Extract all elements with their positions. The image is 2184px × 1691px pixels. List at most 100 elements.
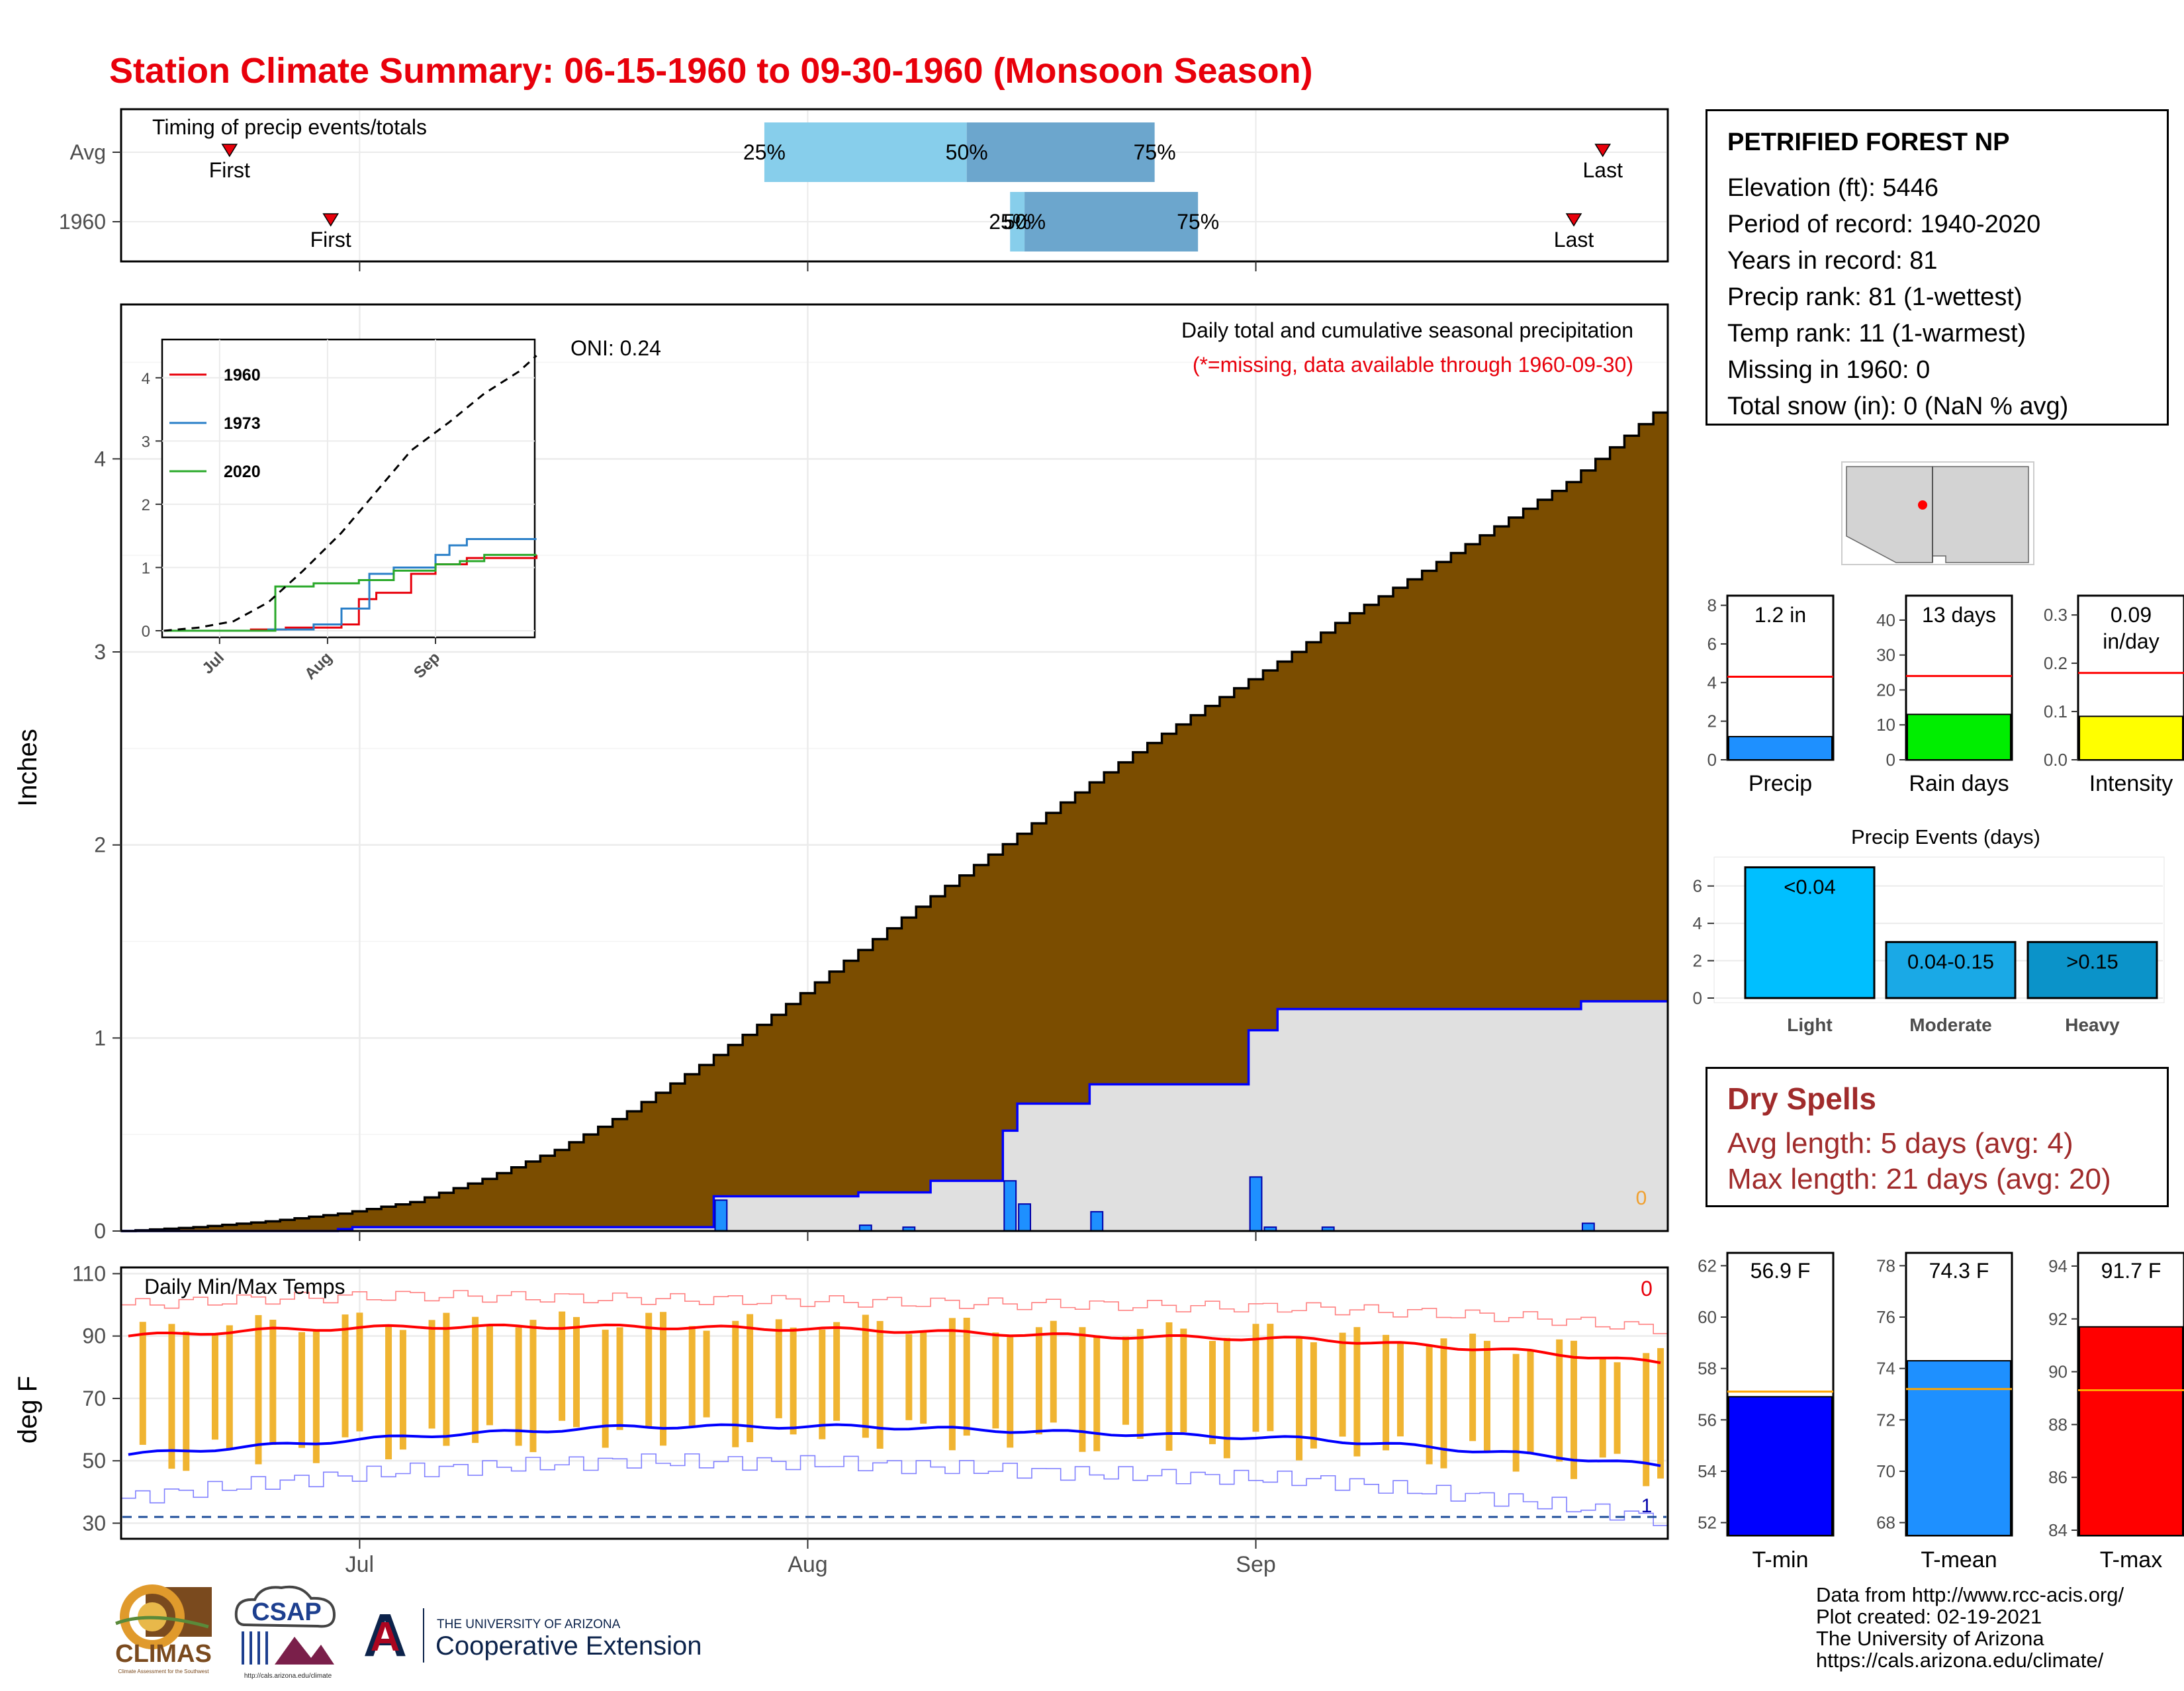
daily-temp-bar xyxy=(876,1320,884,1449)
timing-q75-label: 75% xyxy=(1177,210,1219,234)
total-value-label: 13 days xyxy=(1922,603,1996,627)
daily-precip-bar xyxy=(714,1199,728,1232)
daily-precip-bar xyxy=(1581,1222,1595,1232)
timing-last-label: Last xyxy=(1582,158,1623,182)
timing-first-marker xyxy=(221,144,238,158)
timing-q25-label: 25% xyxy=(989,210,1031,234)
daily-temp-bar xyxy=(1209,1341,1216,1445)
inset-y-tick-label: 2 xyxy=(142,496,150,514)
station-period: Period of record: 1940-2020 xyxy=(1727,210,2041,238)
precip-y-axis-label: Inches xyxy=(13,729,42,807)
events-y-tick-label: 4 xyxy=(1693,913,1702,933)
daily-temp-bar xyxy=(862,1314,869,1438)
daily-temp-bar xyxy=(428,1320,435,1429)
events-bar-label: <0.04 xyxy=(1784,875,1835,898)
daily-temp-bar xyxy=(385,1325,392,1459)
daily-temp-bar xyxy=(1512,1353,1520,1472)
daily-temp-bar xyxy=(645,1312,653,1428)
daily-temp-bar xyxy=(1527,1351,1534,1455)
daily-temp-bar xyxy=(1643,1353,1650,1486)
inset-frame xyxy=(161,338,536,639)
daily-temp-bar xyxy=(775,1319,782,1418)
total-value-label: 1.2 in xyxy=(1754,603,1806,627)
daily-temp-bar xyxy=(1223,1338,1230,1459)
daily-temp-bar xyxy=(443,1312,450,1446)
temp-bar-y-tick-label: 74 xyxy=(1876,1359,1895,1379)
timing-bar-lower xyxy=(764,122,967,182)
timing-last-marker xyxy=(1565,213,1582,227)
daily-temp-bar xyxy=(819,1329,826,1440)
page-title: Station Climate Summary: 06-15-1960 to 0… xyxy=(109,51,1313,91)
precip-y-tick-label: 3 xyxy=(94,640,106,664)
csap-logo-url: http://cals.arizona.edu/climate xyxy=(244,1672,332,1680)
temp-bar-y-tick-label: 68 xyxy=(1876,1513,1895,1533)
station-temp-rank: Temp rank: 11 (1-warmest) xyxy=(1727,320,2026,347)
temp-y-tick-label: 30 xyxy=(82,1511,106,1535)
temp-category-label: T-mean xyxy=(1921,1547,1997,1573)
total-y-tick-label: 8 xyxy=(1707,596,1717,616)
station-precip-rank: Precip rank: 81 (1-wettest) xyxy=(1727,283,2023,311)
daily-temp-bar xyxy=(1426,1345,1433,1465)
daily-temp-bar xyxy=(1180,1328,1187,1433)
daily-temp-bar xyxy=(572,1316,580,1428)
daily-temp-bar xyxy=(226,1325,233,1449)
temp-x-tick-label: Aug xyxy=(788,1552,828,1577)
daily-temp-bar xyxy=(1093,1335,1101,1451)
daily-temp-bar xyxy=(1122,1336,1129,1425)
precip-panel-border xyxy=(120,303,1669,1232)
daily-temp-bar xyxy=(1353,1327,1361,1457)
daily-temp-bar xyxy=(1599,1357,1606,1458)
temp-y-tick-label: 90 xyxy=(82,1324,106,1348)
temp-bar-y-tick-label: 88 xyxy=(2048,1414,2068,1434)
oni-label: ONI: 0.24 xyxy=(570,336,661,360)
daily-temp-bar xyxy=(963,1318,970,1436)
total-y-tick-label: 0.0 xyxy=(2044,750,2068,770)
temp-bar-y-tick-label: 86 xyxy=(2048,1467,2068,1487)
total-bar-Rain days xyxy=(1907,713,2011,761)
precip-subtitle: Daily total and cumulative seasonal prec… xyxy=(1181,318,1633,342)
temp-axis: 30 50 70 90 110 Jul Aug Sep xyxy=(72,1261,1276,1577)
station-missing: Missing in 1960: 0 xyxy=(1727,356,1931,384)
daily-temp-bar xyxy=(255,1315,262,1465)
daily-temp-bar xyxy=(1050,1320,1057,1423)
inset-legend-label: 2020 xyxy=(224,463,261,481)
total-value-unit: in/day xyxy=(2103,629,2159,653)
daily-temp-bar xyxy=(168,1324,175,1469)
credit-university: The University of Arizona xyxy=(1816,1627,2044,1650)
timing-first-label: First xyxy=(310,228,351,251)
daily-temp-bar xyxy=(1614,1362,1621,1454)
daily-temp-bar xyxy=(1296,1338,1303,1461)
csap-emblem: CSAP http://cals.arizona.edu/climate xyxy=(234,1585,336,1680)
station-name: PETRIFIED FOREST NP xyxy=(1727,128,2010,156)
temp-category-label: T-max xyxy=(2100,1547,2162,1573)
events-category-label: Heavy xyxy=(2065,1015,2120,1035)
timing-last-label: Last xyxy=(1554,228,1594,251)
temp-bar-y-tick-label: 62 xyxy=(1698,1256,1717,1275)
timing-row-label: Avg xyxy=(69,140,106,164)
daily-temp-bar xyxy=(905,1334,913,1420)
csap-logo: CSAP http://cals.arizona.edu/climate xyxy=(228,1578,347,1681)
daily-temp-bar xyxy=(559,1311,566,1421)
temp-y-tick-label: 50 xyxy=(82,1449,106,1473)
temp-x-tick-label: Sep xyxy=(1236,1552,1276,1577)
timing-q50-label: 50% xyxy=(946,140,988,164)
missing-count: 0 xyxy=(1636,1187,1647,1209)
timing-q75-label: 75% xyxy=(1134,140,1176,164)
timing-bar-upper xyxy=(1024,192,1199,251)
total-value-label: 0.09 xyxy=(2111,603,2152,627)
dry-spells-box: Dry Spells Avg length: 5 days (avg: 4) M… xyxy=(1706,1067,2169,1207)
total-y-tick-label: 6 xyxy=(1707,634,1717,654)
daily-temp-bar xyxy=(1035,1327,1042,1435)
precip-marks xyxy=(121,411,1668,1232)
inset-y-tick-label: 1 xyxy=(142,559,150,577)
daily-temp-bar xyxy=(298,1332,306,1448)
daily-temp-bar xyxy=(703,1330,710,1418)
daily-temp-bar xyxy=(616,1327,623,1430)
total-y-tick-label: 4 xyxy=(1707,672,1717,692)
daily-precip-bar xyxy=(1018,1203,1031,1232)
timing-first-label: First xyxy=(209,158,250,182)
climas-logo-text: CLIMAS xyxy=(115,1640,212,1668)
events-bar-Light xyxy=(1744,866,1876,999)
